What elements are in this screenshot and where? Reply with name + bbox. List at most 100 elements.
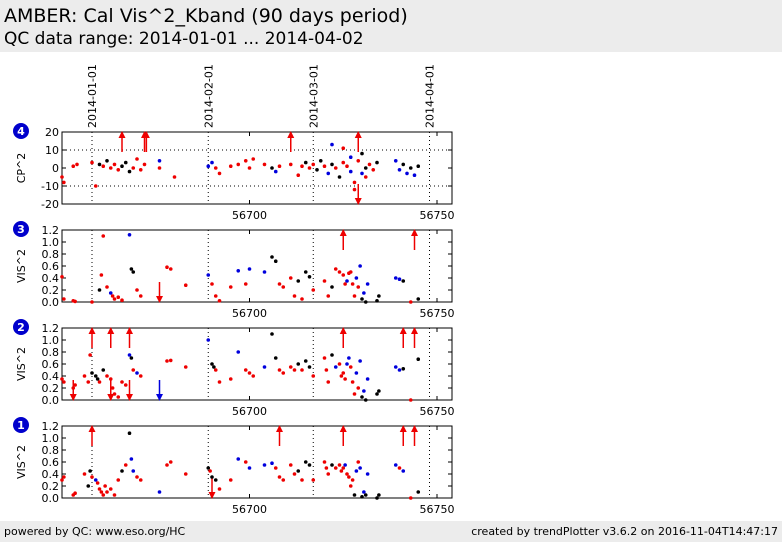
panel-4-point-62 [371,168,376,172]
panel-2-point-28 [210,362,214,366]
panel-2-point-60 [348,365,353,369]
panel-2-point-10 [97,380,102,384]
panel-3-point-5 [97,288,102,292]
panel-4-point-5 [93,184,98,188]
panel-2-arrow-down-head-1 [107,394,115,401]
panel-2-point-72 [393,365,398,369]
panel-3-point-61 [375,299,379,303]
panel-1-point-40 [273,466,278,470]
date-marker-label-3: 2014-04-01 [424,64,437,128]
panel-3-point-59 [363,300,368,304]
trend-plot: 2014-01-01 2014-02-01 2014-03-01 2014-04-01… [13,64,455,521]
panel-3-ytick-label-1: 0.2 [42,284,60,297]
panel-4-point-17 [138,168,143,172]
panel-4-point-26 [228,164,233,168]
panel-2-point-63 [354,371,359,375]
panel-3-point-46 [337,270,342,274]
panel-3-point-29 [247,267,252,271]
panel-1-xtick-label-1: 56750 [420,503,455,516]
panel-2-point-13 [108,377,113,381]
date-marker-label-1: 2014-02-01 [202,64,215,128]
created-by-text: created by trendPlotter v3.6.2 on 2016-1… [471,525,778,538]
panel-1-point-24 [138,478,143,482]
panel-3-point-4 [90,300,94,304]
panel-1-point-5 [86,484,91,488]
panel-4-point-39 [307,166,312,170]
panel-4-point-56 [356,159,361,163]
panel-2-point-51 [326,380,331,384]
panel-2-point-57 [343,377,347,381]
panel-1-point-76 [408,496,413,500]
panel-4-point-57 [360,171,364,176]
panel-3-arrow-up-head-0 [339,229,347,236]
panel-3-point-67 [416,297,421,301]
panel-1-point-25 [157,490,162,494]
panel-2-point-16 [116,395,121,399]
panel-4-point-40 [311,162,316,167]
panel-2-badge-label: 2 [17,321,25,334]
panel-4-ylabel: CP^2 [15,153,28,184]
panel-2-point-2 [71,386,76,390]
panel-3-point-30 [262,270,267,274]
panel-4-xtick-label-1: 56750 [420,209,455,222]
panel-3-point-19 [165,265,169,270]
panel-4-point-50 [341,146,346,150]
panel-1-point-29 [206,466,211,470]
panel-3-point-47 [341,273,346,277]
panel-4-point-64 [393,159,398,163]
panel-1-badge-label: 1 [17,419,25,432]
panel-1-ytick-label-5: 1.0 [42,432,60,445]
panel-2-badge [13,319,29,335]
panel-1-badge [13,417,29,433]
panel-1-point-51 [324,466,329,470]
panel-1-point-15 [108,487,113,491]
panel-4-point-43 [322,164,327,168]
panel-3-point-56 [358,264,362,268]
panel-2-point-47 [307,365,312,369]
panel-4-point-58 [360,151,364,156]
panel-3-point-36 [292,294,297,298]
panel-2-point-61 [350,380,355,384]
panel-1-point-30 [208,469,212,473]
panel-1-point-53 [330,463,334,467]
panel-3-point-38 [300,297,304,301]
panel-1-point-64 [354,469,359,473]
panel-1-point-37 [247,466,252,470]
panel-2-point-18 [123,383,128,387]
panel-4-point-59 [363,166,368,170]
panel-2-point-17 [120,380,124,384]
panel-4-point-3 [75,162,79,167]
panel-1-point-66 [358,466,362,470]
panel-1-point-55 [337,463,342,467]
panel-1-ytick-label-1: 0.2 [42,480,60,493]
panel-3-point-40 [307,275,312,279]
panel-2-point-27 [206,338,211,342]
panel-3-point-31 [270,255,274,259]
panel-3-point-24 [213,294,218,298]
panel-1-point-19 [123,463,128,467]
panel-2-point-73 [397,368,402,372]
panel-3-ytick-label-4: 0.8 [42,248,60,261]
panel-1-point-4 [82,472,87,476]
panel-4-xtick-label-0: 56700 [232,209,267,222]
date-marker-label-0: 2014-01-01 [86,64,99,128]
panel-4-arrow-up-head-4 [354,131,362,138]
panel-2-ylabel: VIS^2 [15,347,28,381]
panel-3-point-6 [99,273,104,277]
panel-1-arrow-up-head-3 [399,425,407,432]
panel-4-point-49 [341,160,346,165]
panel-1-point-43 [288,463,293,467]
panel-2-ytick-label-3: 0.6 [42,358,60,371]
report-footer: powered by QC: www.eso.org/HC created by… [0,521,782,542]
panel-2-point-54 [337,362,342,366]
panel-4-arrow-up-head-2 [142,131,150,138]
panel-2-point-46 [303,359,308,363]
panel-4-point-36 [296,173,301,177]
panel-4-point-13 [123,160,128,165]
panel-1-point-42 [281,478,286,482]
panel-1-point-63 [352,493,357,497]
panel-4-point-61 [367,162,372,167]
panel-1-point-41 [277,475,282,479]
panel-2-point-19 [127,353,132,357]
panel-1-point-36 [243,460,248,464]
